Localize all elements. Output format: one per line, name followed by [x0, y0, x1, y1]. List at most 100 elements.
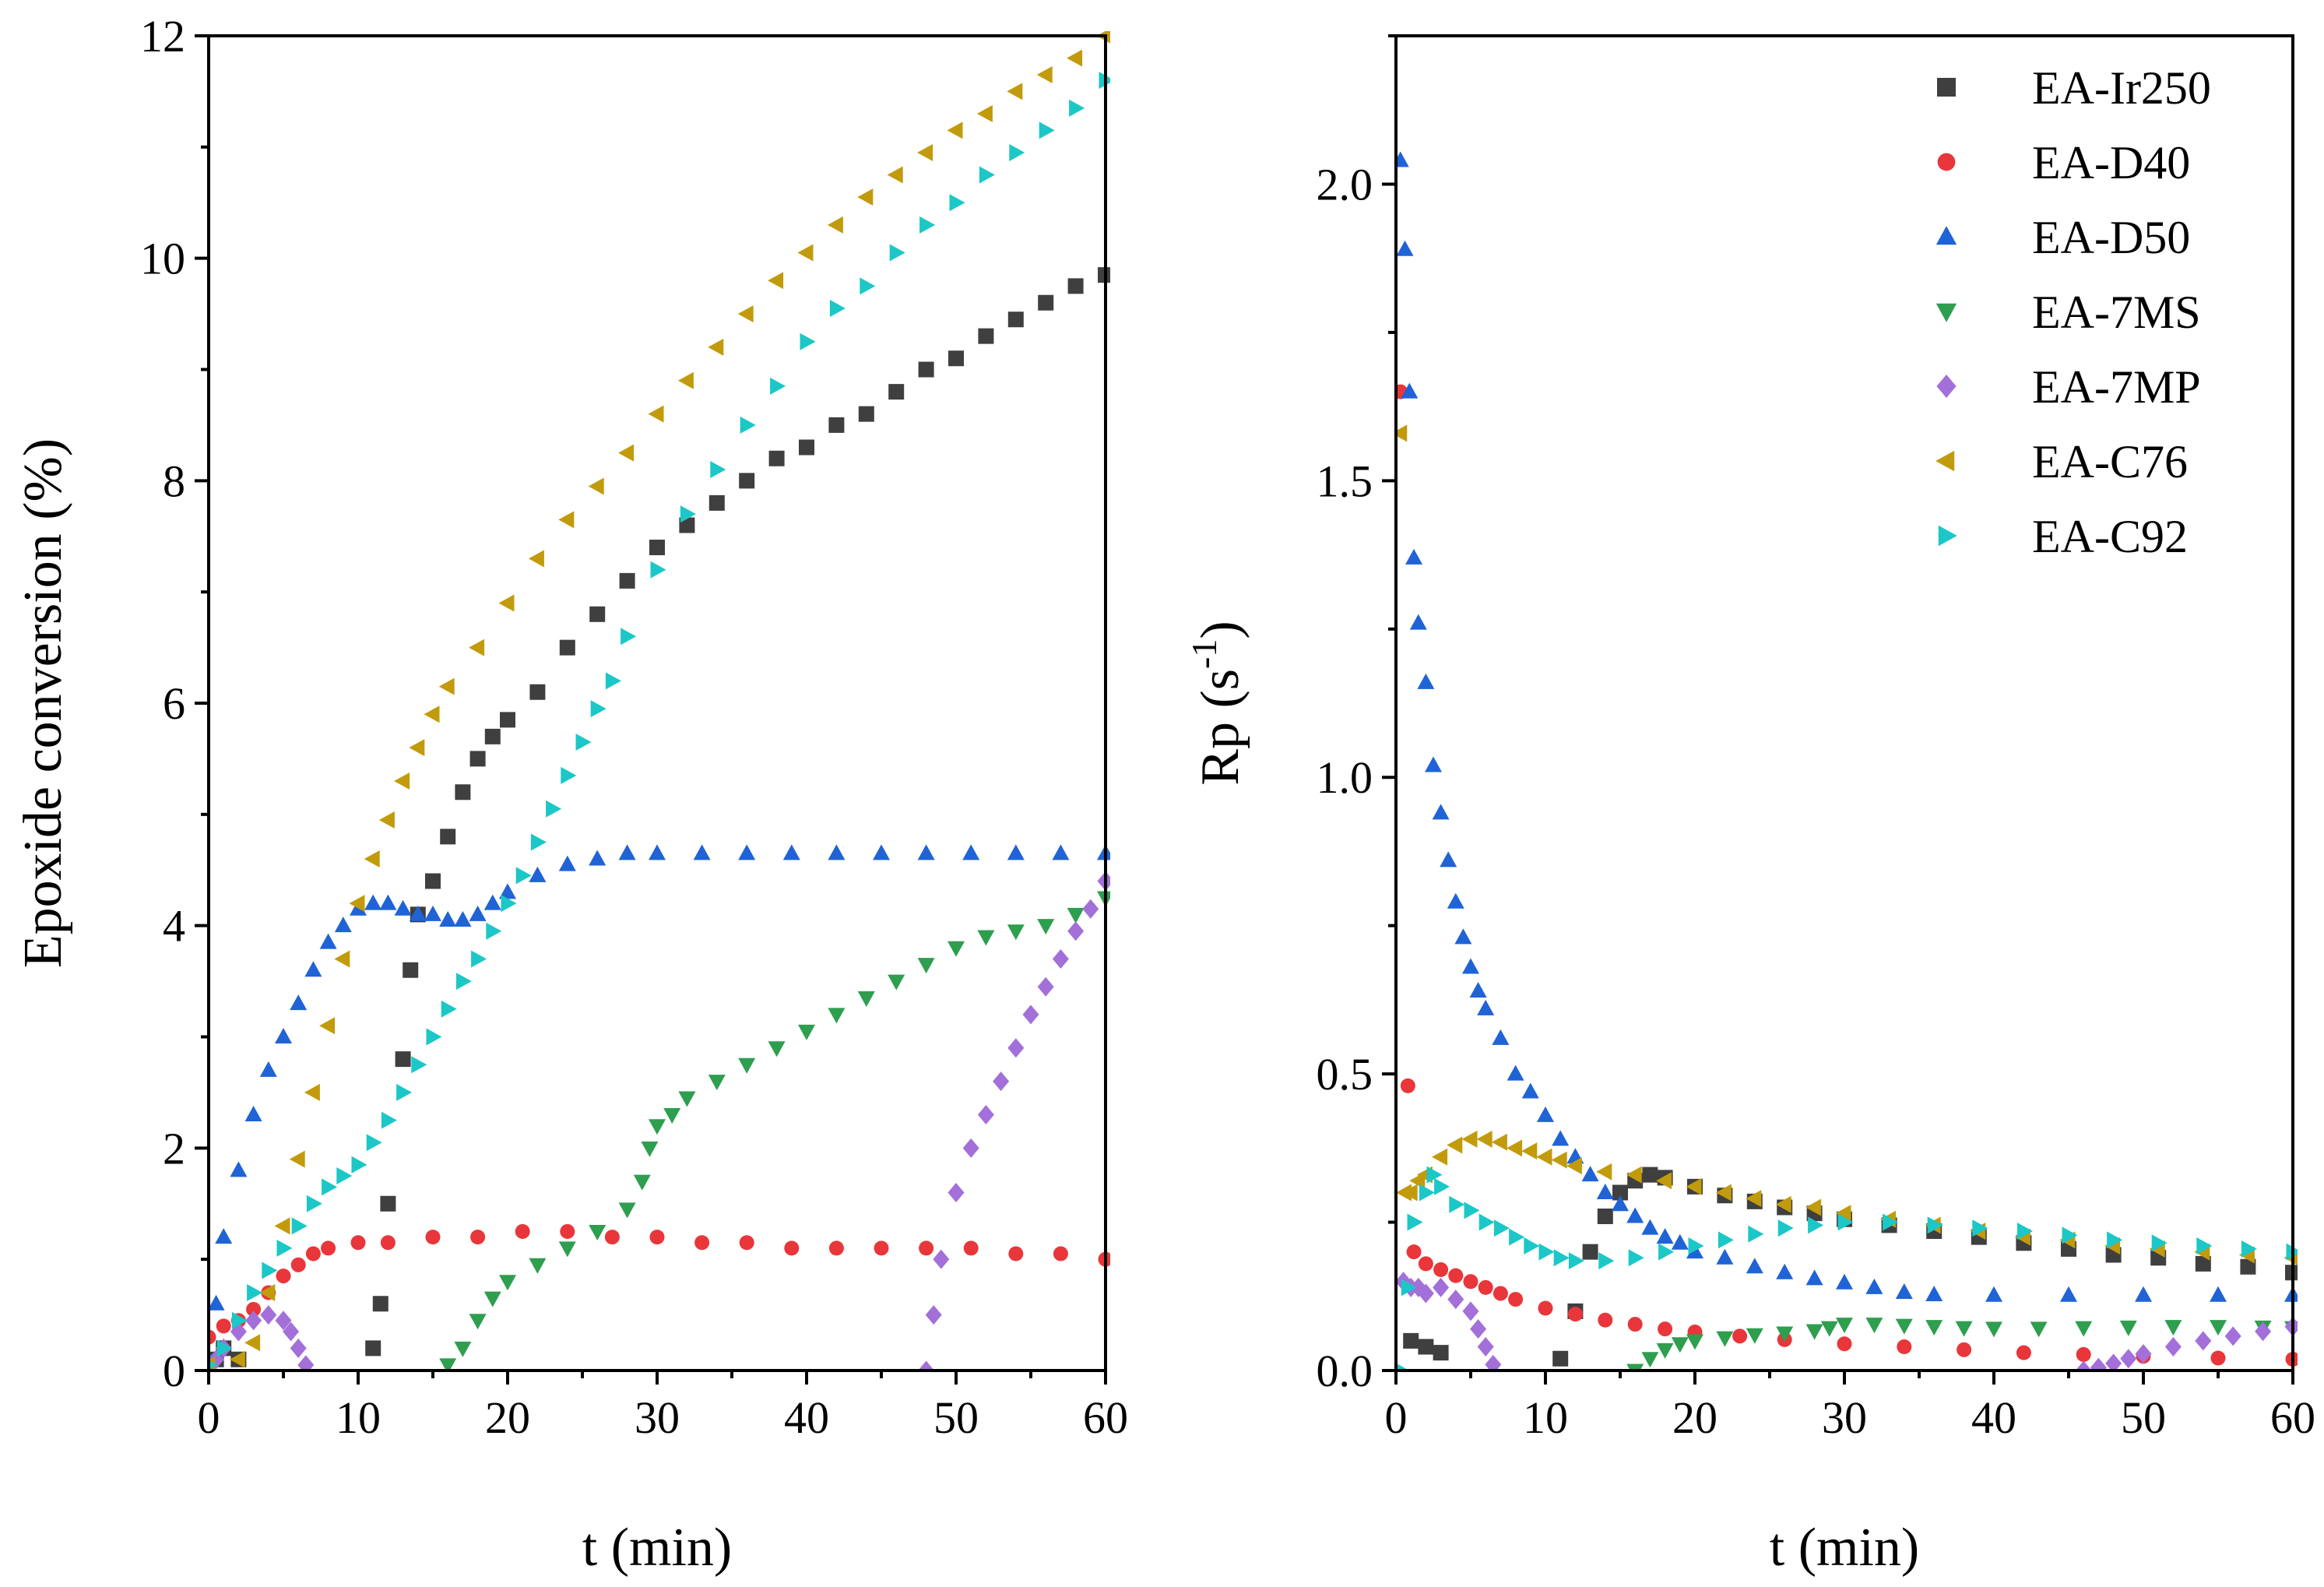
data-point-ea-c92-20 — [1748, 1225, 1764, 1243]
data-point-ea-c76-20 — [588, 477, 604, 495]
data-point-ea-d50-33 — [962, 844, 980, 860]
data-point-ea-c92-42 — [1039, 121, 1055, 139]
data-point-ea-7mp-9 — [918, 1360, 935, 1371]
data-point-ea-c76-28 — [827, 216, 843, 234]
data-point-ea-c92-31 — [710, 461, 726, 479]
legend: EA-Ir250 EA-D40 EA-D50 EA-7MS EA-7MP EA-C76 EA… — [1935, 62, 2211, 562]
data-point-ea-d50-23 — [558, 855, 576, 871]
data-point-ea-c76-27 — [797, 244, 814, 262]
data-point-ea-c76-18 — [528, 550, 544, 568]
data-point-ea-c92-0 — [1396, 1363, 1410, 1371]
series-ea-d50 — [209, 844, 1110, 1367]
legend-item-ea-d40: EA-D40 — [1937, 137, 2190, 188]
data-point-ea-d40-1 — [216, 1318, 231, 1334]
data-point-ea-d40-8 — [321, 1240, 336, 1256]
data-point-ea-ir250-0 — [1403, 1332, 1419, 1349]
data-point-ea-c92-9 — [1493, 1219, 1510, 1237]
data-point-ea-ir250-20 — [679, 517, 695, 533]
data-point-ea-ir250-7 — [1612, 1184, 1628, 1201]
data-point-ea-c92-22 — [530, 833, 547, 851]
data-point-ea-7ms-11 — [1865, 1318, 1883, 1334]
data-point-ea-c92-0 — [209, 1360, 218, 1371]
data-point-ea-c92-16 — [1628, 1249, 1644, 1267]
data-point-ea-d50-8 — [1440, 851, 1457, 867]
data-point-ea-ir250-25 — [2240, 1258, 2256, 1275]
data-point-ea-c76-11 — [1521, 1142, 1538, 1160]
data-point-ea-c76-2 — [244, 1334, 261, 1352]
data-point-ea-c92-20 — [501, 895, 517, 913]
data-point-ea-c92-41 — [1009, 143, 1025, 161]
data-point-ea-d50-4 — [244, 1105, 262, 1121]
data-point-ea-7mp-3 — [1417, 1283, 1434, 1304]
data-point-ea-d40-5 — [1448, 1268, 1464, 1283]
data-point-ea-ir250-24 — [799, 439, 814, 456]
data-point-ea-c76-22 — [1805, 1198, 1822, 1216]
data-point-ea-c76-12 — [1536, 1148, 1552, 1166]
data-point-ea-c92-18 — [1688, 1237, 1704, 1255]
data-point-ea-d50-32 — [1836, 1273, 1853, 1290]
data-point-ea-c92-11 — [1524, 1237, 1540, 1255]
data-point-ea-d50-26 — [649, 844, 666, 860]
data-point-ea-c76-16 — [469, 639, 485, 656]
data-point-ea-7ms-17 — [798, 1024, 815, 1040]
data-point-ea-c76-5 — [289, 1150, 305, 1168]
data-point-ea-d40-3 — [246, 1301, 262, 1317]
data-point-ea-ir250-3 — [1552, 1350, 1569, 1367]
data-point-ea-c92-18 — [471, 950, 487, 968]
data-point-ea-7ms-14 — [1955, 1321, 1973, 1337]
data-point-ea-d40-21 — [874, 1240, 889, 1256]
data-point-ea-7ms-15 — [1985, 1321, 2002, 1338]
data-point-ea-7ms-20 — [2210, 1320, 2227, 1336]
data-point-ea-ir250-32 — [1038, 294, 1054, 311]
data-point-ea-d50-27 — [693, 844, 711, 860]
data-point-ea-d40-16 — [1732, 1328, 1748, 1344]
data-point-ea-c92-31 — [2196, 1237, 2213, 1255]
data-point-ea-d40-6 — [1463, 1274, 1478, 1290]
data-point-ea-ir250-11 — [455, 784, 471, 801]
data-point-ea-c76-8 — [334, 950, 350, 968]
data-point-ea-ir250-4 — [372, 1296, 389, 1312]
legend-label-ea-d50: EA-D50 — [2032, 212, 2190, 263]
data-point-ea-7mp-21 — [1082, 899, 1099, 919]
data-point-ea-c76-31 — [917, 143, 933, 161]
data-point-ea-c92-3 — [247, 1284, 263, 1302]
data-point-ea-c76-19 — [1715, 1184, 1732, 1202]
data-point-ea-d50-17 — [1537, 1106, 1554, 1122]
data-point-ea-c92-9 — [336, 1167, 353, 1185]
data-point-ea-c76-14 — [1566, 1157, 1582, 1175]
data-point-ea-c76-7 — [1461, 1130, 1478, 1148]
data-point-ea-c76-5 — [1432, 1148, 1448, 1166]
data-point-ea-c92-35 — [829, 299, 846, 317]
data-point-ea-c92-13 — [396, 1083, 413, 1101]
data-point-ea-ir250-19 — [649, 540, 665, 556]
y-axis-title: Rp (s-1) — [1184, 621, 1250, 785]
x-tick-label: 60 — [1083, 1392, 1128, 1443]
data-point-ea-d40-2 — [1406, 1244, 1422, 1260]
data-point-ea-d50-8 — [304, 961, 322, 977]
data-point-ea-c76-19 — [558, 511, 575, 529]
data-point-ea-c76-13 — [1551, 1151, 1567, 1169]
data-point-ea-ir250-9 — [1642, 1166, 1658, 1183]
y-tick-label: 2.0 — [1317, 159, 1373, 209]
data-point-ea-d40-14 — [560, 1223, 575, 1239]
data-point-ea-d50-2 — [1401, 382, 1419, 399]
data-point-ea-ir250-27 — [888, 384, 905, 400]
data-point-ea-c76-18 — [1686, 1177, 1702, 1195]
data-point-ea-d40-16 — [649, 1230, 665, 1245]
data-point-ea-c92-28 — [621, 628, 637, 646]
data-point-ea-d50-4 — [1409, 614, 1427, 630]
data-point-ea-7mp-6 — [283, 1321, 300, 1342]
data-point-ea-7mp-15 — [2164, 1337, 2182, 1357]
data-point-ea-c76-25 — [737, 305, 754, 323]
data-point-ea-c76-16 — [1626, 1166, 1642, 1184]
data-point-ea-d40-23 — [963, 1240, 979, 1256]
data-point-ea-7ms-9 — [1820, 1321, 1838, 1337]
data-point-ea-7ms-19 — [2164, 1320, 2182, 1336]
data-point-ea-7mp-11 — [2090, 1357, 2107, 1371]
data-point-ea-7ms-10 — [1836, 1318, 1853, 1334]
data-point-ea-d40-19 — [1897, 1339, 1912, 1355]
y-tick-label: 2 — [163, 1123, 185, 1174]
data-point-ea-d40-22 — [919, 1240, 934, 1256]
series-ea-7mp — [1396, 1272, 2298, 1371]
